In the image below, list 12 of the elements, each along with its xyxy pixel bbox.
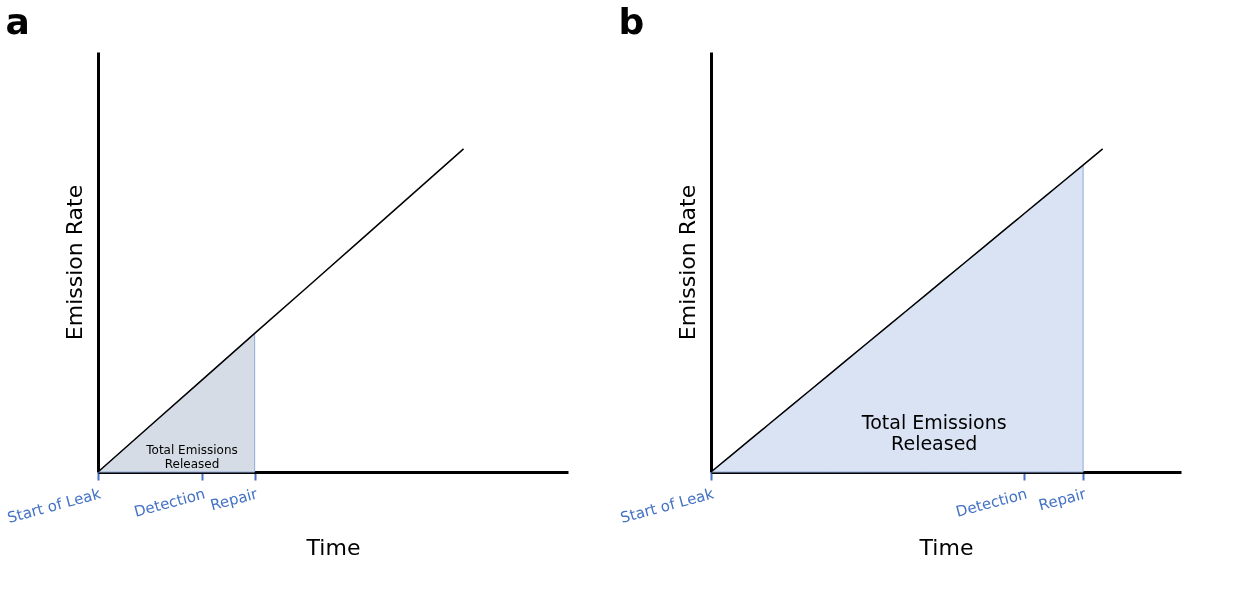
y-axis-title: Emission Rate: [674, 184, 700, 341]
x-tick-label: Start of Leak: [5, 484, 103, 527]
x-tick-label: Repair: [1036, 484, 1089, 515]
x-tick-label: Repair: [208, 484, 261, 515]
y-axis-title: Emission Rate: [61, 184, 87, 341]
chart-title: a: [5, 1, 30, 42]
annotation: Total Emissions Released: [860, 410, 1007, 454]
annotation: Total Emissions Released: [145, 442, 238, 471]
x-axis-title: Time: [305, 534, 361, 560]
x-axis-title: Time: [918, 534, 974, 560]
chart-title: b: [618, 1, 645, 42]
x-tick-label: Start of Leak: [618, 484, 716, 527]
